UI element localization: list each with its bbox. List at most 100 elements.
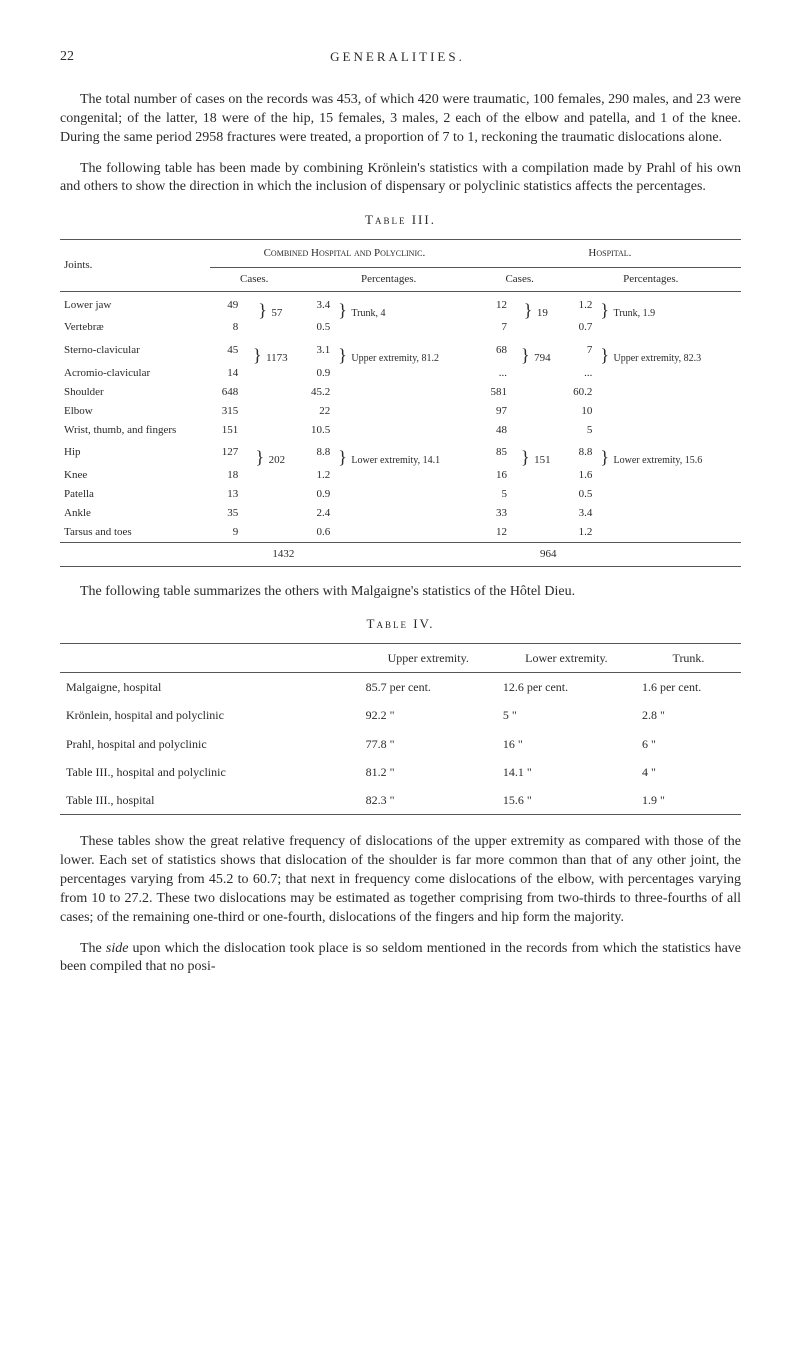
t3-val: 1.2 — [561, 523, 597, 542]
t4-val: 81.2 " — [360, 758, 497, 786]
t3-label: Knee — [60, 466, 210, 485]
t3-val: 0.5 — [561, 485, 597, 504]
t3-val: 49 — [210, 291, 242, 318]
t4-val: 6 " — [636, 730, 741, 758]
t4-val: 16 " — [497, 730, 636, 758]
paragraph-4: These tables show the great relative fre… — [60, 833, 741, 927]
t3-val: 10.5 — [298, 421, 334, 440]
t3-val: 8 — [210, 318, 242, 337]
table-row: Malgaigne, hospital 85.7 per cent. 12.6 … — [60, 673, 741, 702]
t3-val: 68 — [479, 337, 511, 364]
paragraph-1: The total number of cases on the records… — [60, 91, 741, 148]
paragraph-3: The following table summarizes the other… — [60, 583, 741, 602]
t3-head-cases-1: Cases. — [210, 267, 298, 291]
t3-label: Lower jaw — [60, 291, 210, 318]
t3-label: Ankle — [60, 504, 210, 523]
t3-val: 10 — [561, 402, 597, 421]
t3-val: 0.9 — [298, 485, 334, 504]
header-spacer — [721, 48, 741, 67]
table-row: Table III., hospital 82.3 " 15.6 " 1.9 " — [60, 786, 741, 815]
t3-val: 648 — [210, 383, 242, 402]
t3-val: 12 — [479, 291, 511, 318]
t4-head-upper: Upper extremity. — [360, 643, 497, 672]
t3-val: 5 — [561, 421, 597, 440]
t3-val: 0.9 — [298, 364, 334, 383]
table-row: Table III., hospital and polyclinic 81.2… — [60, 758, 741, 786]
t4-val: 92.2 " — [360, 701, 497, 729]
t3-val: 12 — [479, 523, 511, 542]
t4-val: 15.6 " — [497, 786, 636, 815]
t3-total-hospital: 964 — [479, 542, 561, 566]
t4-val: 1.6 per cent. — [636, 673, 741, 702]
t3-val: 14 — [210, 364, 242, 383]
t3-val: ... — [479, 364, 511, 383]
t3-total-combined: 1432 — [210, 542, 298, 566]
t3-brace-label: } Upper extremity, 82.3 — [596, 337, 741, 439]
t3-val: 45.2 — [298, 383, 334, 402]
t3-head-cases-2: Cases. — [479, 267, 561, 291]
t3-val: 35 — [210, 504, 242, 523]
running-title: GENERALITIES. — [330, 48, 465, 67]
t3-label: Tarsus and toes — [60, 523, 210, 542]
t3-val: 60.2 — [561, 383, 597, 402]
t3-val: 1.6 — [561, 466, 597, 485]
t3-brace-label: } Upper extremity, 81.2 — [334, 337, 479, 439]
t3-label: Shoulder — [60, 383, 210, 402]
t3-head-combined: Combined Hospital and Polyclinic. — [210, 239, 479, 267]
t4-head-lower: Lower extremity. — [497, 643, 636, 672]
t3-val: 3.4 — [561, 504, 597, 523]
t3-val: 1.2 — [561, 291, 597, 318]
t3-val: 48 — [479, 421, 511, 440]
t3-val: 3.1 — [298, 337, 334, 364]
t4-val: 12.6 per cent. — [497, 673, 636, 702]
t3-val: ... — [561, 364, 597, 383]
t3-val: 22 — [298, 402, 334, 421]
t3-val: 0.5 — [298, 318, 334, 337]
paragraph-2: The following table has been made by com… — [60, 160, 741, 198]
para5-italic: side — [106, 941, 129, 956]
page-header: 22 GENERALITIES. — [60, 48, 741, 67]
table-row: Krönlein, hospital and polyclinic 92.2 "… — [60, 701, 741, 729]
t3-val: 3.4 — [298, 291, 334, 318]
t4-val: 77.8 " — [360, 730, 497, 758]
t4-head-trunk: Trunk. — [636, 643, 741, 672]
t3-val: 18 — [210, 466, 242, 485]
t3-head-pct-2: Percentages. — [561, 267, 741, 291]
t3-val: 16 — [479, 466, 511, 485]
t3-val: 8.8 — [298, 439, 334, 466]
t3-val: 8.8 — [561, 439, 597, 466]
t3-brace-label: } Trunk, 1.9 — [596, 291, 741, 337]
t4-val: 82.3 " — [360, 786, 497, 815]
t3-val: 45 — [210, 337, 242, 364]
t4-label: Prahl, hospital and polyclinic — [60, 730, 360, 758]
t4-val: 85.7 per cent. — [360, 673, 497, 702]
para5-suffix: upon which the dislocation took place is… — [60, 941, 741, 975]
t3-val: 315 — [210, 402, 242, 421]
t3-val: 13 — [210, 485, 242, 504]
table4-caption: Table IV. — [60, 615, 741, 633]
t3-label: Acromio-clavicular — [60, 364, 210, 383]
t3-brace: } 19 — [511, 291, 561, 337]
t3-brace-label: } Lower extremity, 14.1 — [334, 439, 479, 542]
t3-val: 7 — [479, 318, 511, 337]
para5-prefix: The — [80, 941, 106, 956]
t3-val: 7 — [561, 337, 597, 364]
t3-brace: } 794 — [511, 337, 561, 439]
t3-brace-label: } Lower extremity, 15.6 — [596, 439, 741, 542]
t3-totals-row: 1432 964 — [60, 542, 741, 566]
t4-val: 4 " — [636, 758, 741, 786]
t4-label: Table III., hospital — [60, 786, 360, 815]
t3-val: 9 — [210, 523, 242, 542]
t4-label: Krönlein, hospital and polyclinic — [60, 701, 360, 729]
t3-label: Elbow — [60, 402, 210, 421]
t3-brace: } 57 — [242, 291, 298, 337]
t3-head-pct-1: Percentages. — [298, 267, 478, 291]
table4: Upper extremity. Lower extremity. Trunk.… — [60, 643, 741, 815]
t4-head-blank — [60, 643, 360, 672]
table3: Joints. Combined Hospital and Polyclinic… — [60, 239, 741, 567]
t3-val: 581 — [479, 383, 511, 402]
t3-val: 151 — [210, 421, 242, 440]
t4-val: 5 " — [497, 701, 636, 729]
t3-val: 5 — [479, 485, 511, 504]
t3-val: 0.6 — [298, 523, 334, 542]
